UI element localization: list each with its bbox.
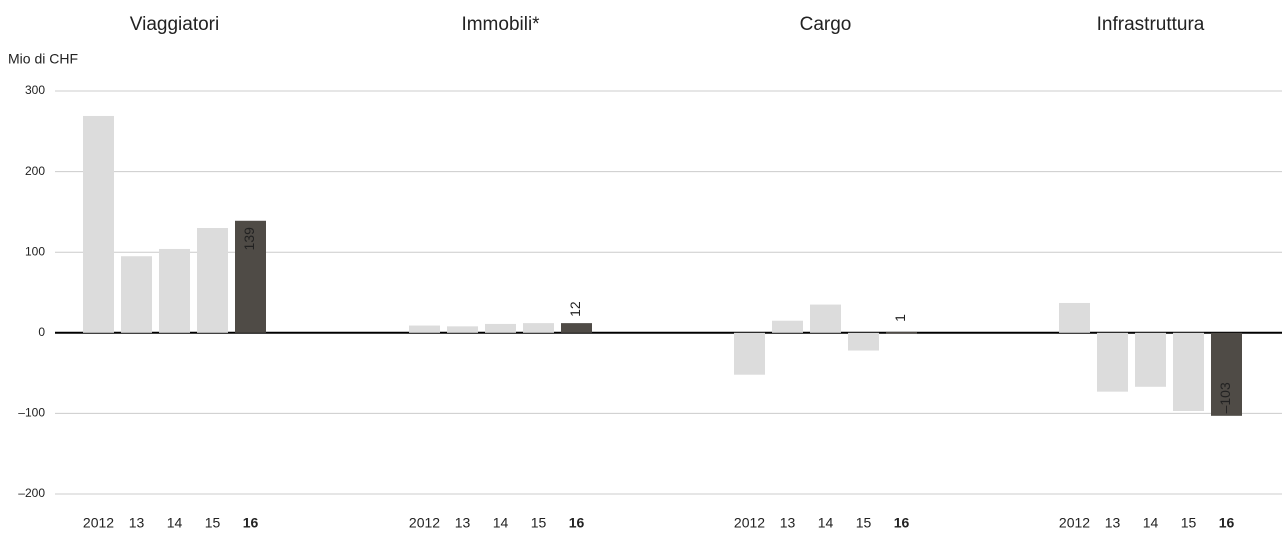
bar (1135, 332, 1166, 387)
y-tick-label: –100 (18, 406, 45, 420)
x-tick-label: 2012 (409, 515, 440, 531)
x-tick-label: 13 (1105, 515, 1121, 531)
x-tick-label: 15 (531, 515, 547, 531)
x-tick-label: 16 (243, 515, 259, 531)
bar (121, 256, 152, 333)
bar (523, 323, 554, 333)
y-axis-label: Mio di CHF (8, 51, 78, 67)
panel-title: Infrastruttura (1097, 14, 1205, 35)
x-tick-label: 16 (569, 515, 585, 531)
x-tick-label: 15 (856, 515, 872, 531)
bar (1097, 332, 1128, 392)
data-label: 12 (567, 301, 583, 317)
y-tick-label: 0 (38, 325, 45, 339)
y-tick-label: 200 (25, 164, 45, 178)
x-tick-label: 2012 (83, 515, 114, 531)
bar (561, 323, 592, 333)
y-tick-label: 100 (25, 244, 45, 258)
x-tick-label: 14 (493, 515, 509, 531)
bar (810, 304, 841, 333)
bar (409, 325, 440, 333)
panel-title: Cargo (800, 14, 852, 35)
x-tick-label: 15 (1181, 515, 1197, 531)
bar (1059, 302, 1090, 333)
y-tick-label: –200 (18, 486, 45, 500)
x-tick-label: 13 (455, 515, 471, 531)
bar (1211, 332, 1242, 416)
x-tick-label: 16 (894, 515, 910, 531)
data-label: 139 (241, 227, 257, 251)
x-tick-label: 16 (1219, 515, 1235, 531)
x-tick-label: 14 (167, 515, 183, 531)
bar (83, 115, 114, 333)
bar (159, 248, 190, 333)
x-tick-label: 14 (818, 515, 834, 531)
bar (772, 320, 803, 333)
bar (485, 323, 516, 333)
x-tick-label: 14 (1143, 515, 1159, 531)
bar (197, 228, 228, 333)
bar (447, 326, 478, 333)
panel-title: Immobili* (461, 14, 540, 35)
x-tick-label: 2012 (1059, 515, 1090, 531)
bar (235, 220, 266, 333)
data-label: –103 (1217, 382, 1233, 413)
x-tick-label: 13 (780, 515, 796, 531)
y-tick-label: 300 (25, 83, 45, 97)
panel-title: Viaggiatori (130, 14, 219, 35)
x-tick-label: 2012 (734, 515, 765, 531)
bar (886, 331, 917, 334)
bar (1173, 332, 1204, 411)
bar (734, 332, 765, 375)
x-tick-label: 15 (205, 515, 221, 531)
bar (848, 332, 879, 351)
data-label: 1 (892, 314, 908, 322)
x-tick-label: 13 (129, 515, 145, 531)
